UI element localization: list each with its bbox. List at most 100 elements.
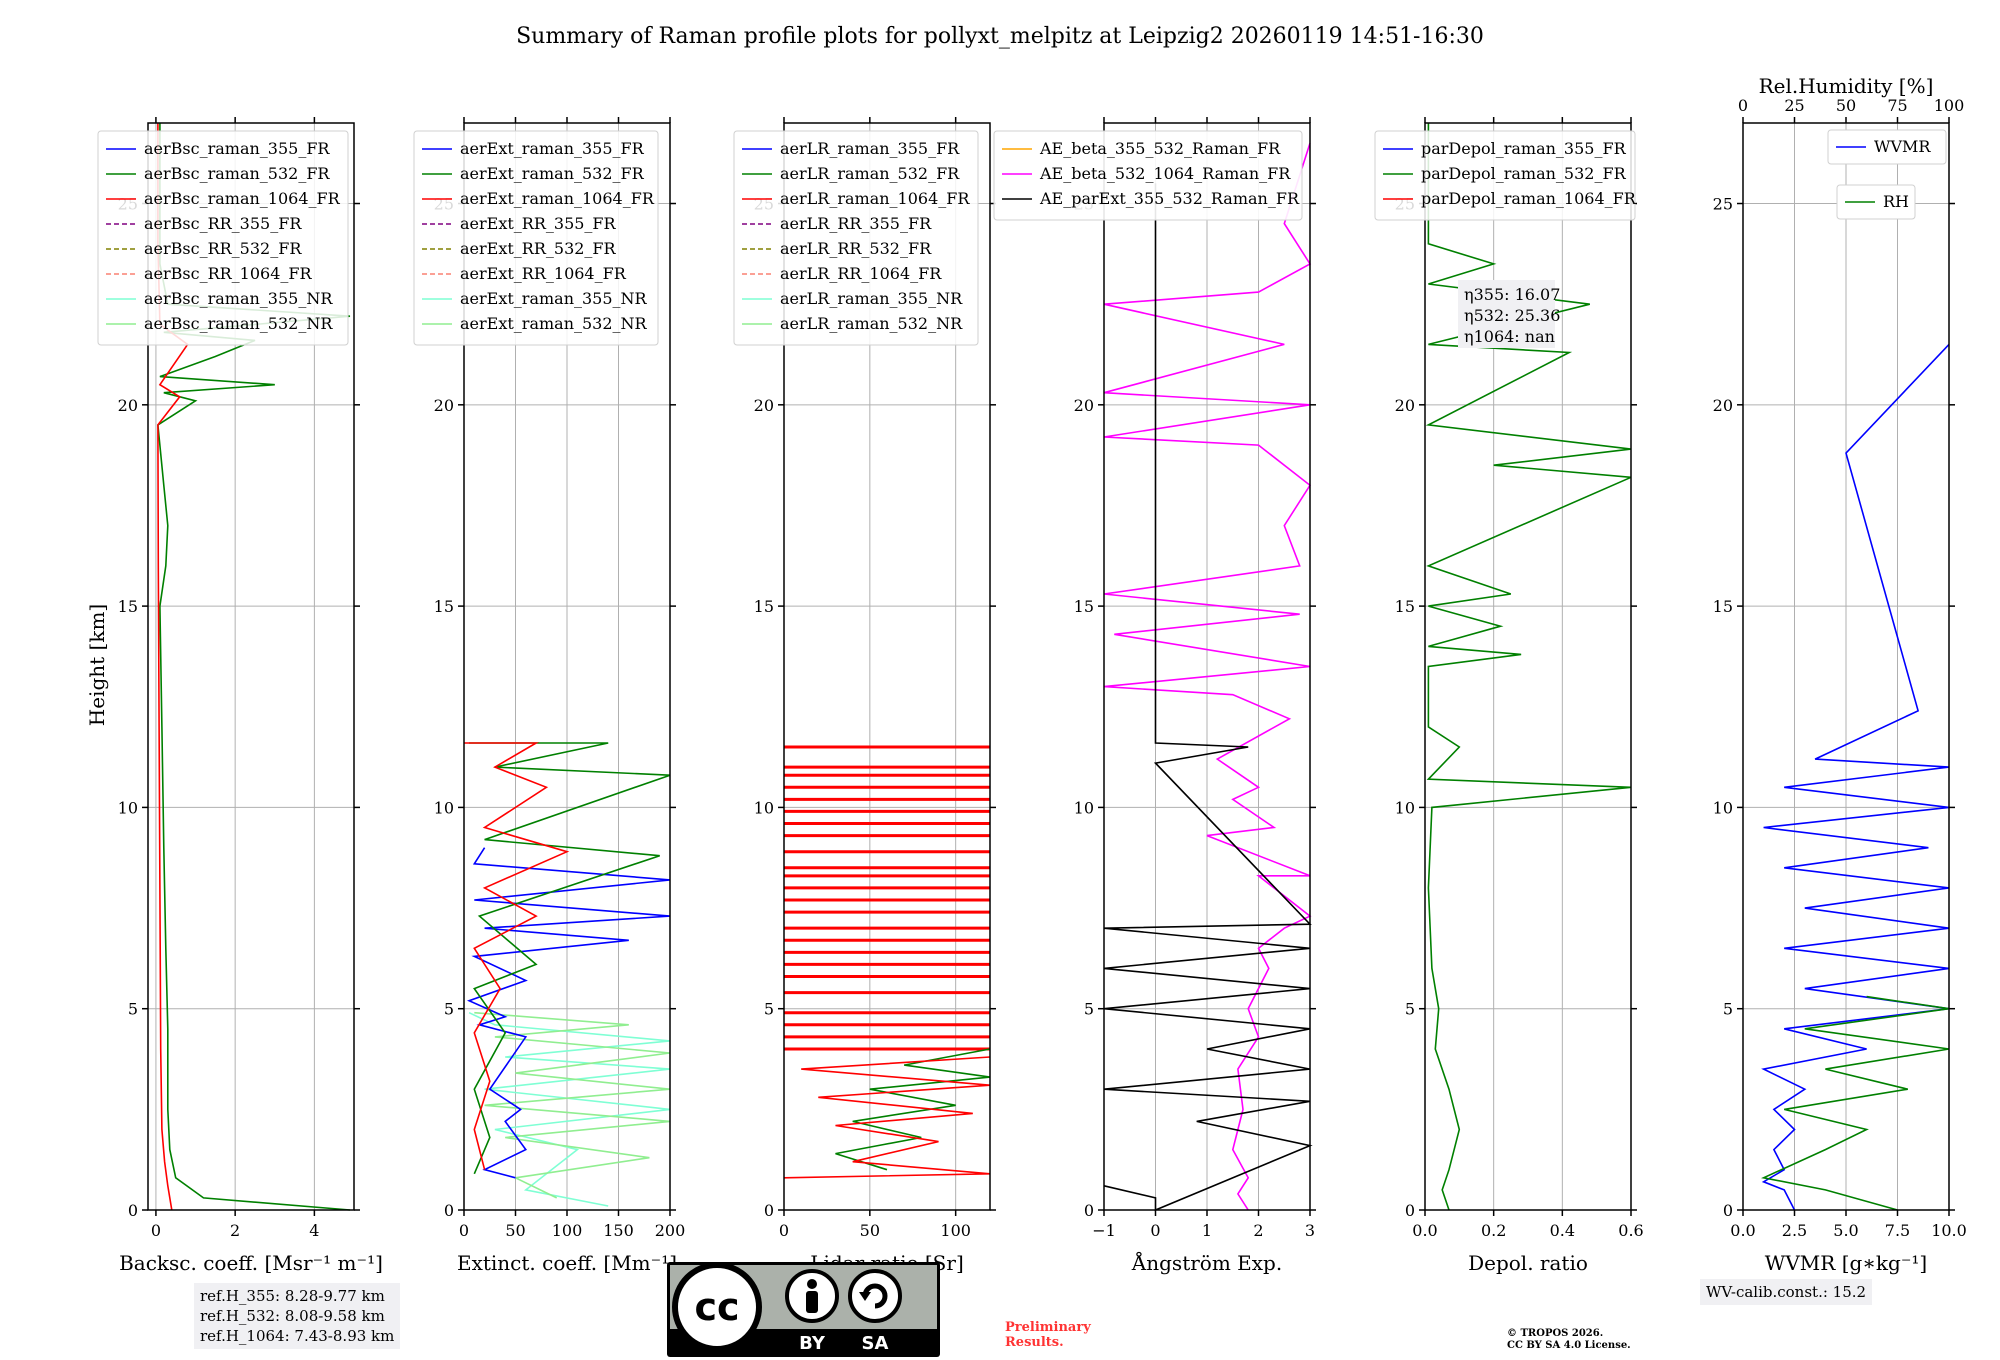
x-tick-label: 0 [1150, 1221, 1160, 1240]
legend: AE_beta_355_532_Raman_FR AE_beta_532_1064… [993, 130, 1303, 221]
legend-entry: aerExt_raman_355_FR [460, 139, 645, 158]
legend-entry: aerLR_raman_532_NR [780, 314, 963, 333]
panel-1: 0510152025024Backsc. coeff. [Msr⁻¹ m⁻¹]a… [97, 117, 383, 1275]
legend-entry: aerBsc_RR_1064_FR [144, 264, 313, 283]
y-tick-label: 0 [1084, 1201, 1094, 1220]
y-tick-label: 20 [1395, 396, 1415, 415]
copyright-note: © TROPOS 2026. CC BY SA 4.0 License. [1507, 1328, 1631, 1352]
legend-entry: aerBsc_raman_355_NR [144, 289, 333, 308]
panel-2: 0510152025050100150200Extinct. coeff. [M… [413, 117, 685, 1275]
legend-entry: aerBsc_raman_1064_FR [144, 189, 341, 208]
legend-entry: RH [1883, 192, 1909, 211]
legend-entry: aerExt_raman_532_FR [460, 164, 645, 183]
y-tick-label: 20 [118, 396, 138, 415]
series-aerLR_raman_532_FR [835, 1048, 991, 1171]
legend-entry: aerExt_RR_1064_FR [460, 264, 627, 283]
legend-entry: aerBsc_raman_355_FR [144, 139, 330, 158]
x-tick-label: 150 [603, 1221, 634, 1240]
x-axis-label: Backsc. coeff. [Msr⁻¹ m⁻¹] [119, 1251, 383, 1275]
x-tick-label: 0.0 [1730, 1221, 1755, 1240]
cc-by-sa-license-logo: cc BY SA [667, 1262, 940, 1357]
y-tick-label: 10 [434, 798, 454, 817]
axes-frame [1424, 122, 1632, 1211]
legend: parDepol_raman_355_FR parDepol_raman_532_… [1374, 130, 1637, 221]
legend-entry: aerLR_raman_355_NR [780, 289, 963, 308]
cc-icon [672, 1262, 762, 1352]
y-tick-label: 0 [1405, 1201, 1415, 1220]
eta-box [1458, 280, 1555, 348]
series-aerExt_raman_355_FR [466, 847, 671, 1179]
legend-entry: aerBsc_raman_532_FR [144, 164, 330, 183]
legend-box [413, 130, 659, 346]
wv-calib-box: WV-calib.const.: 15.2 [1700, 1279, 1873, 1305]
y-tick-label: 0 [1723, 1201, 1733, 1220]
legend-entry: aerLR_raman_532_FR [780, 164, 960, 183]
y-tick-label: 20 [1713, 396, 1733, 415]
legend: aerExt_raman_355_FR aerExt_raman_532_FRae… [413, 130, 659, 346]
top-x-axis-label: Rel.Humidity [%] [1759, 74, 1934, 98]
y-tick-label: 15 [1395, 597, 1415, 616]
preliminary-line-2: Results. [1005, 1335, 1064, 1350]
legend-entry: aerBsc_RR_532_FR [144, 239, 302, 258]
x-tick-label: 0 [459, 1221, 469, 1240]
y-tick-label: 20 [434, 396, 454, 415]
x-tick-label: 0 [779, 1221, 789, 1240]
top-x-tick-label: 100 [1934, 96, 1965, 115]
ref-height-1064: ref.H_1064: 7.43-8.93 km [200, 1327, 395, 1345]
x-axis-label: WVMR [g∗kg⁻¹] [1765, 1251, 1927, 1275]
legend-entry: aerLR_RR_1064_FR [780, 264, 942, 283]
x-tick-label: 2 [230, 1221, 240, 1240]
x-tick-label: 2.5 [1782, 1221, 1807, 1240]
panel-3: 0510152025050100Lidar ratio [Sr]aerLR_ra… [733, 117, 996, 1275]
y-tick-label: 0 [128, 1201, 138, 1220]
legend-box [993, 130, 1303, 221]
x-tick-label: 50 [860, 1221, 880, 1240]
eta-value: η1064: nan [1464, 327, 1555, 346]
series-WVMR [1761, 343, 1950, 1211]
legend-entry: parDepol_raman_1064_FR [1421, 189, 1637, 208]
top-x-tick-label: 75 [1887, 96, 1907, 115]
series-RH [1761, 995, 1950, 1211]
series-aerExt_raman_532_NR [474, 1011, 671, 1199]
ref-height-532: ref.H_532: 8.08-9.58 km [200, 1307, 385, 1325]
x-tick-label: 7.5 [1885, 1221, 1910, 1240]
x-tick-label: 3 [1305, 1221, 1315, 1240]
y-axis-label: Height [km] [85, 604, 109, 726]
by-label: BY [799, 1333, 826, 1354]
y-tick-label: 5 [764, 1000, 774, 1019]
y-tick-label: 10 [1713, 798, 1733, 817]
legend-entry: aerLR_RR_532_FR [780, 239, 932, 258]
legend-entry: AE_beta_355_532_Raman_FR [1039, 139, 1281, 158]
y-tick-label: 10 [1074, 798, 1094, 817]
copyright-line-1: © TROPOS 2026. [1507, 1328, 1604, 1339]
sa-share-icon [848, 1269, 902, 1323]
x-tick-label: 0.6 [1618, 1221, 1643, 1240]
top-x-tick-label: 0 [1738, 96, 1748, 115]
x-tick-label: 5.0 [1833, 1221, 1858, 1240]
y-tick-label: 15 [1713, 597, 1733, 616]
legend-box [1836, 184, 1916, 220]
series-aerExt_raman_1064_FR [464, 742, 570, 1170]
legend-entry: aerBsc_raman_532_NR [144, 314, 333, 333]
legend-entry: aerExt_RR_355_FR [460, 214, 617, 233]
legend-entry: aerLR_raman_355_FR [780, 139, 960, 158]
x-tick-label: 50 [505, 1221, 525, 1240]
y-tick-label: 5 [128, 1000, 138, 1019]
top-x-tick-label: 50 [1836, 96, 1856, 115]
y-tick-label: 25 [1713, 195, 1733, 214]
legend-entry: parDepol_raman_355_FR [1421, 139, 1627, 158]
figure-title: Summary of Raman profile plots for polly… [516, 24, 1484, 49]
x-axis-label: Depol. ratio [1468, 1251, 1588, 1275]
x-axis-label: Ångström Exp. [1131, 1250, 1282, 1275]
y-tick-label: 15 [118, 597, 138, 616]
eta-annotation: η355: 16.07 η532: 25.36 η1064: nan [1458, 280, 1560, 348]
legend-entry: aerLR_RR_355_FR [780, 214, 932, 233]
x-axis-label: Extinct. coeff. [Mm⁻¹] [457, 1251, 677, 1275]
y-tick-label: 10 [754, 798, 774, 817]
y-tick-label: 10 [1395, 798, 1415, 817]
legend-entry: aerBsc_RR_355_FR [144, 214, 302, 233]
